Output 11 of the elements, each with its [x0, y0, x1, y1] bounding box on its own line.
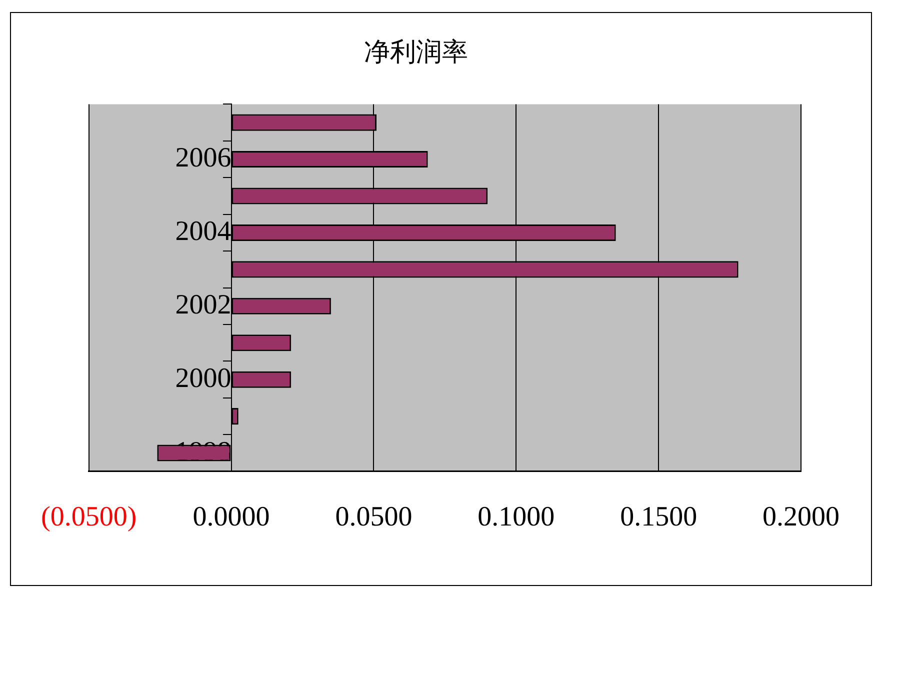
x-tick-label: 0.2000: [762, 502, 840, 533]
x-tick-label: 0.1500: [620, 502, 698, 533]
x-tick-label: 0.0000: [192, 502, 270, 533]
y-tick-label: 2002: [175, 290, 232, 321]
chart-title: 净利润率: [364, 37, 468, 68]
y-tick-label: 2004: [175, 216, 232, 248]
x-tick-label: 0.0500: [335, 502, 412, 533]
y-tick-label: 2006: [175, 142, 232, 174]
x-tick-label: (0.0500): [40, 502, 137, 533]
x-tick-label: 0.1000: [478, 502, 555, 533]
y-tick-label: 2000: [175, 362, 232, 394]
